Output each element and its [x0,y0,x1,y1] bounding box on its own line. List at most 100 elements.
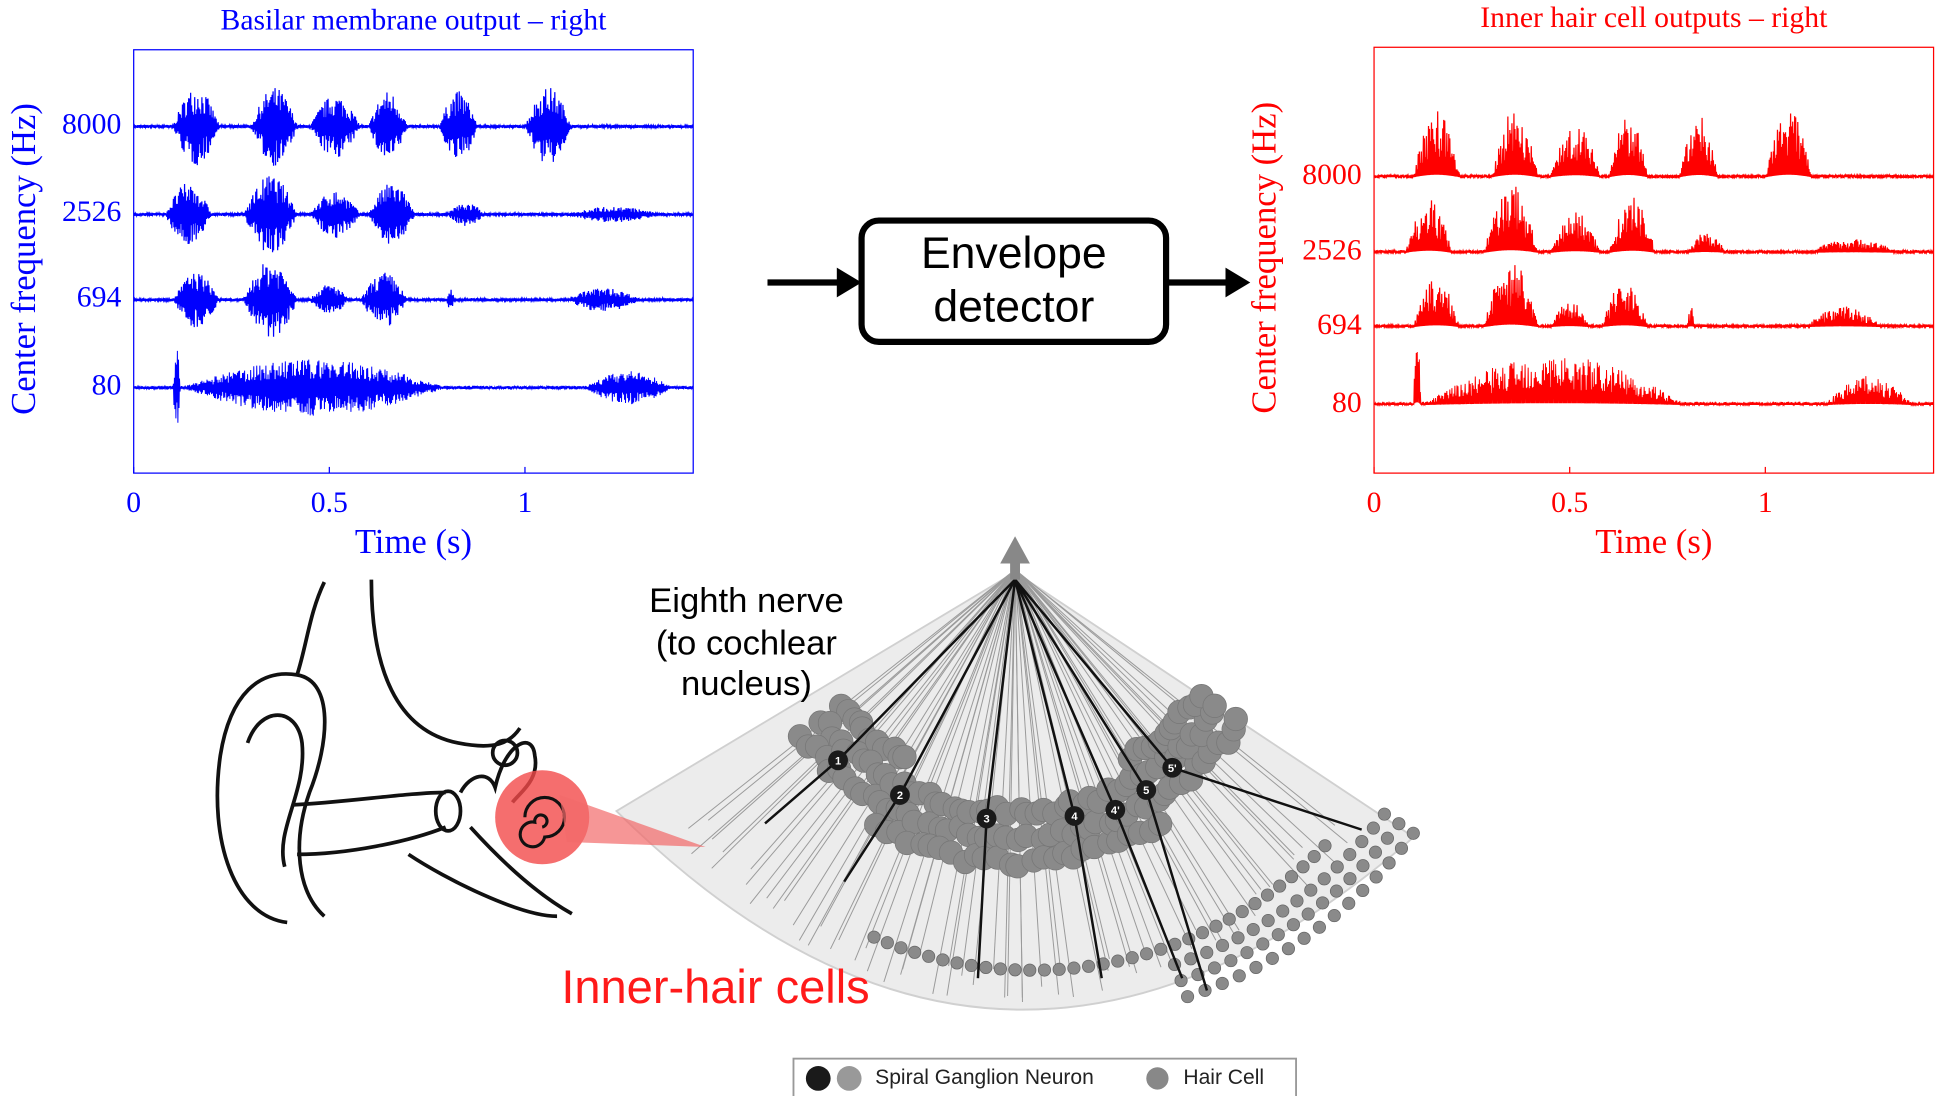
neuron-label: 3 [983,814,989,826]
hair-cell [1305,884,1317,896]
hair-cell [1262,914,1274,926]
neuron-label: 5' [1168,763,1177,775]
y-tick-label: 8000 [1302,159,1361,191]
hair-cell [1344,848,1356,860]
hair-cell [868,931,880,943]
waveform-panel: 800025266948000.51Basilar membrane outpu… [5,4,693,561]
hair-cell [1331,861,1343,873]
hair-cell [1393,817,1405,829]
hair-cell [1181,990,1193,1002]
x-tick-label: 0 [126,487,141,519]
hair-cell [1233,970,1245,982]
hair-cell [1302,908,1314,920]
hair-cell [1369,846,1381,858]
ganglion-cell [1224,707,1248,731]
nerve-label: nucleus) [681,665,812,703]
hair-cell [1241,946,1253,958]
x-tick-label: 0.5 [311,487,348,519]
hair-cell [1053,963,1065,975]
hair-cell [1319,840,1331,852]
nerve-label: Eighth nerve [649,582,844,620]
envelope-detector: Envelope detector [767,221,1250,342]
hair-cell [1024,964,1036,976]
ganglion-cell [893,745,917,769]
detector-label: Envelope [921,229,1107,278]
hair-cell [1266,952,1278,964]
hair-cell [895,942,907,954]
waveforms [134,88,694,423]
hair-cell [1357,884,1369,896]
hair-cell [1009,964,1021,976]
legend-swatch [837,1066,862,1091]
hair-cell [1112,955,1124,967]
hair-cell [1216,939,1228,951]
channel-waveform [134,176,694,252]
hair-cell [1277,905,1289,917]
hair-cell [1249,897,1261,909]
hair-cell [965,959,977,971]
hair-cell [951,957,963,969]
hair-cell [1370,871,1382,883]
hair-cell [1328,909,1340,921]
inner-hair-cells-label: Inner-hair cells [561,960,869,1013]
hair-cell [1232,932,1244,944]
hair-cell [1356,835,1368,847]
hair-cell [1225,954,1237,966]
hair-cell [980,961,992,973]
ear-illustration [217,580,572,923]
y-tick-label: 80 [1332,387,1362,419]
hair-cell [1201,946,1213,958]
hair-cell [994,963,1006,975]
legend-label: Hair Cell [1183,1066,1264,1089]
hair-cell [1395,842,1407,854]
channel-waveform [1374,187,1934,253]
hair-cell [1247,923,1259,935]
y-axis-label: Center frequency (Hz) [1246,102,1284,414]
hair-cell [1287,918,1299,930]
x-tick-label: 0.5 [1551,487,1588,519]
hair-cell [1068,962,1080,974]
legend: Spiral Ganglion Neuron Hair Cell [793,1059,1296,1096]
hair-cell [1330,885,1342,897]
legend-swatch [1146,1067,1168,1089]
neuron-label: 5 [1143,785,1149,797]
hair-cell [1344,873,1356,885]
hair-cell [1208,962,1220,974]
channel-waveform [1374,352,1934,405]
hair-cell [1297,861,1309,873]
hair-cell [1223,913,1235,925]
hair-cell [908,946,920,958]
hair-cell [1273,880,1285,892]
axes-box [134,50,694,473]
hair-cell [1381,832,1393,844]
hair-cell [1272,928,1284,940]
hair-cell [1316,897,1328,909]
hair-cell [1285,870,1297,882]
hair-cell [922,950,934,962]
hair-cell [1082,960,1094,972]
hair-cell [1257,938,1269,950]
hair-cell [1196,927,1208,939]
y-axis-label: Center frequency (Hz) [5,103,43,415]
hair-cell [1318,873,1330,885]
y-tick-label: 8000 [62,108,121,140]
y-tick-label: 694 [77,282,122,314]
hair-cell [1236,905,1248,917]
hair-cell [1313,921,1325,933]
hair-cell [1357,860,1369,872]
neuron-label: 1 [835,755,841,767]
x-tick-label: 1 [518,487,533,519]
panel-title: Basilar membrane output – right [221,4,608,36]
arrow-head [837,268,862,298]
channel-waveform [134,88,694,166]
axes-box [1374,47,1934,473]
hair-cell [1298,932,1310,944]
figure: Envelope detector 12344'55' Eighth nerve… [0,0,1941,1096]
ganglion-cell [1203,694,1227,718]
hair-cell [881,937,893,949]
x-axis-label: Time (s) [1595,523,1712,561]
hair-cell [1250,961,1262,973]
y-tick-label: 2526 [62,196,121,228]
x-tick-label: 1 [1758,487,1773,519]
